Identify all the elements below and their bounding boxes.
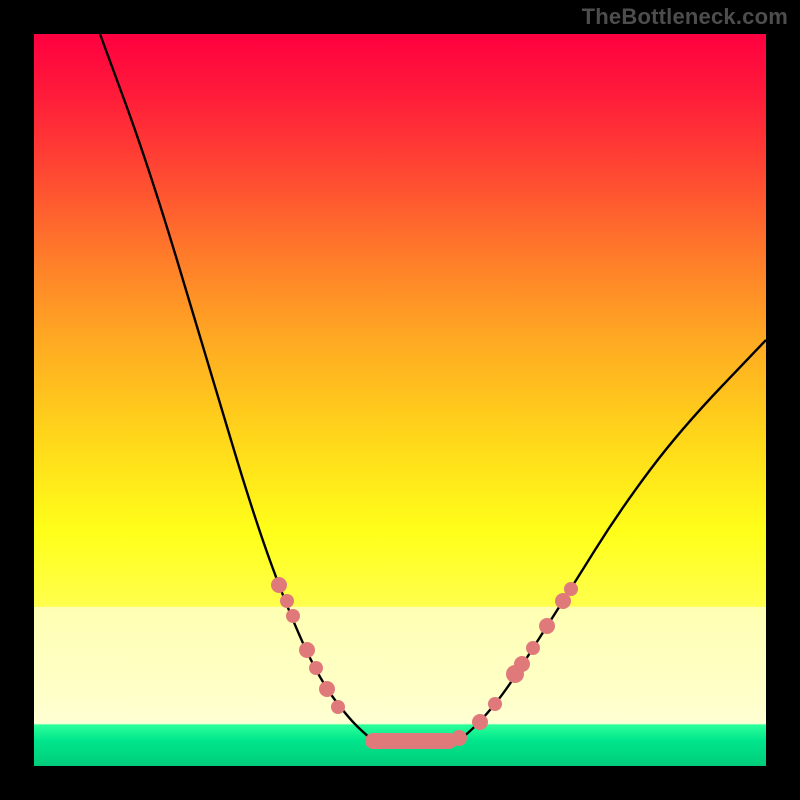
data-dot: [319, 681, 335, 697]
valley-floor-cluster: [365, 733, 457, 749]
data-dot: [526, 641, 540, 655]
chart-stage: TheBottleneck.com: [0, 0, 800, 800]
data-dot: [514, 656, 530, 672]
bottleneck-chart: [0, 0, 800, 800]
data-dot: [286, 609, 300, 623]
watermark: TheBottleneck.com: [582, 4, 788, 30]
data-dot: [539, 618, 555, 634]
data-dot: [299, 642, 315, 658]
data-dot: [271, 577, 287, 593]
data-dot: [280, 594, 294, 608]
data-dot: [331, 700, 345, 714]
data-dot: [472, 714, 488, 730]
plot-area: [34, 34, 766, 766]
data-dot: [488, 697, 502, 711]
data-dot: [564, 582, 578, 596]
data-dot: [309, 661, 323, 675]
